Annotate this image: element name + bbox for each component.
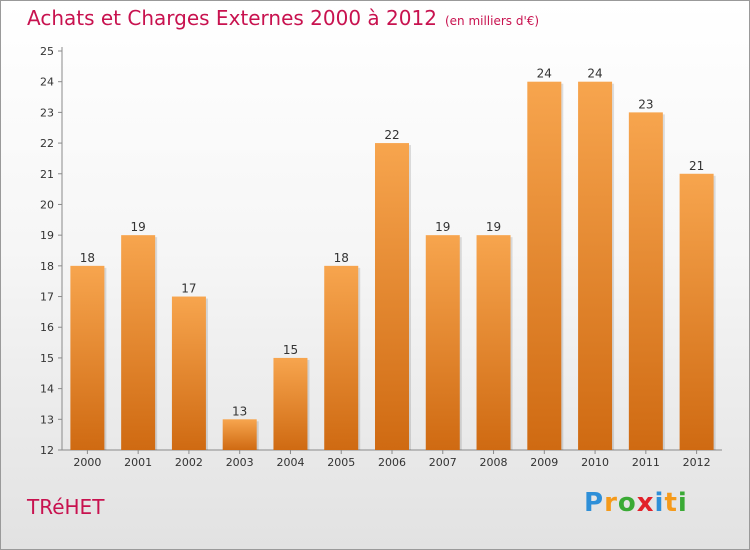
y-tick-label: 23	[40, 106, 54, 119]
bar-group	[476, 235, 513, 450]
x-tick-label: 2003	[226, 456, 254, 469]
bar	[425, 235, 460, 450]
x-tick-label: 2002	[175, 456, 203, 469]
data-label: 19	[435, 220, 450, 234]
x-tick-label: 2007	[429, 456, 457, 469]
y-tick-label: 15	[40, 352, 54, 365]
proxiti-logo: Proxiti	[584, 488, 688, 518]
y-tick-label: 22	[40, 137, 54, 150]
bar-group	[70, 265, 107, 450]
x-tick-label: 2000	[73, 456, 101, 469]
bar	[222, 419, 257, 450]
y-tick-label: 18	[40, 260, 54, 273]
x-tick-label: 2004	[276, 456, 304, 469]
logo-letter: r	[604, 488, 618, 518]
bar-group	[121, 235, 158, 450]
bar	[476, 235, 511, 450]
bar-group	[375, 143, 411, 451]
logo-letter: P	[584, 488, 605, 518]
y-tick-label: 19	[40, 229, 54, 242]
bar	[70, 265, 105, 450]
data-label: 21	[689, 159, 704, 173]
y-tick-label: 13	[40, 413, 54, 426]
y-tick-label: 25	[40, 45, 54, 58]
data-label: 13	[232, 404, 247, 418]
data-label: 17	[181, 282, 196, 296]
x-tick-label: 2008	[480, 456, 508, 469]
bar-group	[679, 173, 716, 450]
y-tick-label: 14	[40, 383, 54, 396]
logo-letter: t	[664, 488, 678, 518]
logo-letter: x	[636, 488, 655, 518]
x-tick-label: 2012	[683, 456, 711, 469]
commune-name: TRéHET	[27, 495, 105, 519]
bar-group	[578, 81, 615, 450]
data-label: 18	[80, 251, 95, 265]
y-tick-label: 16	[40, 321, 54, 334]
chart-unit: (en milliers d'€)	[444, 14, 540, 28]
x-tick-label: 2011	[632, 456, 660, 469]
data-label: 15	[283, 343, 298, 357]
bar	[628, 112, 663, 450]
bar	[171, 296, 206, 450]
data-label: 19	[131, 220, 146, 234]
x-tick-label: 2010	[581, 456, 609, 469]
bar-group	[324, 265, 361, 450]
bar-group	[171, 296, 208, 450]
bar-group	[222, 419, 259, 450]
logo-letter: i	[677, 488, 688, 518]
bar	[578, 81, 613, 450]
y-tick-label: 17	[40, 291, 54, 304]
bar	[375, 143, 409, 451]
x-tick-label: 2001	[124, 456, 152, 469]
data-label: 23	[638, 97, 653, 111]
bar	[679, 173, 714, 450]
bar-group	[628, 112, 665, 450]
y-tick-label: 24	[40, 76, 54, 89]
data-label: 22	[384, 128, 399, 142]
bar	[121, 235, 156, 450]
y-tick-label: 12	[40, 444, 54, 457]
data-label: 18	[334, 251, 349, 265]
chart-title-text: Achats et Charges Externes 2000 à 2012	[27, 6, 437, 30]
data-label: 19	[486, 220, 501, 234]
x-tick-label: 2006	[378, 456, 406, 469]
logo-letter: o	[617, 488, 637, 518]
bar-group	[527, 81, 564, 450]
chart-labels: 2000 18 2001 19 2002 17 2003 13 2004 15 2005 18 2006…	[73, 67, 710, 469]
y-tick-label: 20	[40, 198, 54, 211]
data-label: 24	[537, 67, 552, 81]
bar	[273, 357, 308, 450]
x-tick-label: 2009	[530, 456, 558, 469]
chart-bars	[70, 81, 716, 451]
chart-title: Achats et Charges Externes 2000 à 2012 (e…	[27, 6, 539, 30]
bar	[527, 81, 562, 450]
bar-group	[273, 357, 310, 450]
x-tick-label: 2005	[327, 456, 355, 469]
bar	[324, 265, 359, 450]
logo-letter: i	[654, 488, 665, 518]
data-label: 24	[587, 67, 602, 81]
bar-group	[425, 235, 462, 450]
y-tick-label: 21	[40, 168, 54, 181]
